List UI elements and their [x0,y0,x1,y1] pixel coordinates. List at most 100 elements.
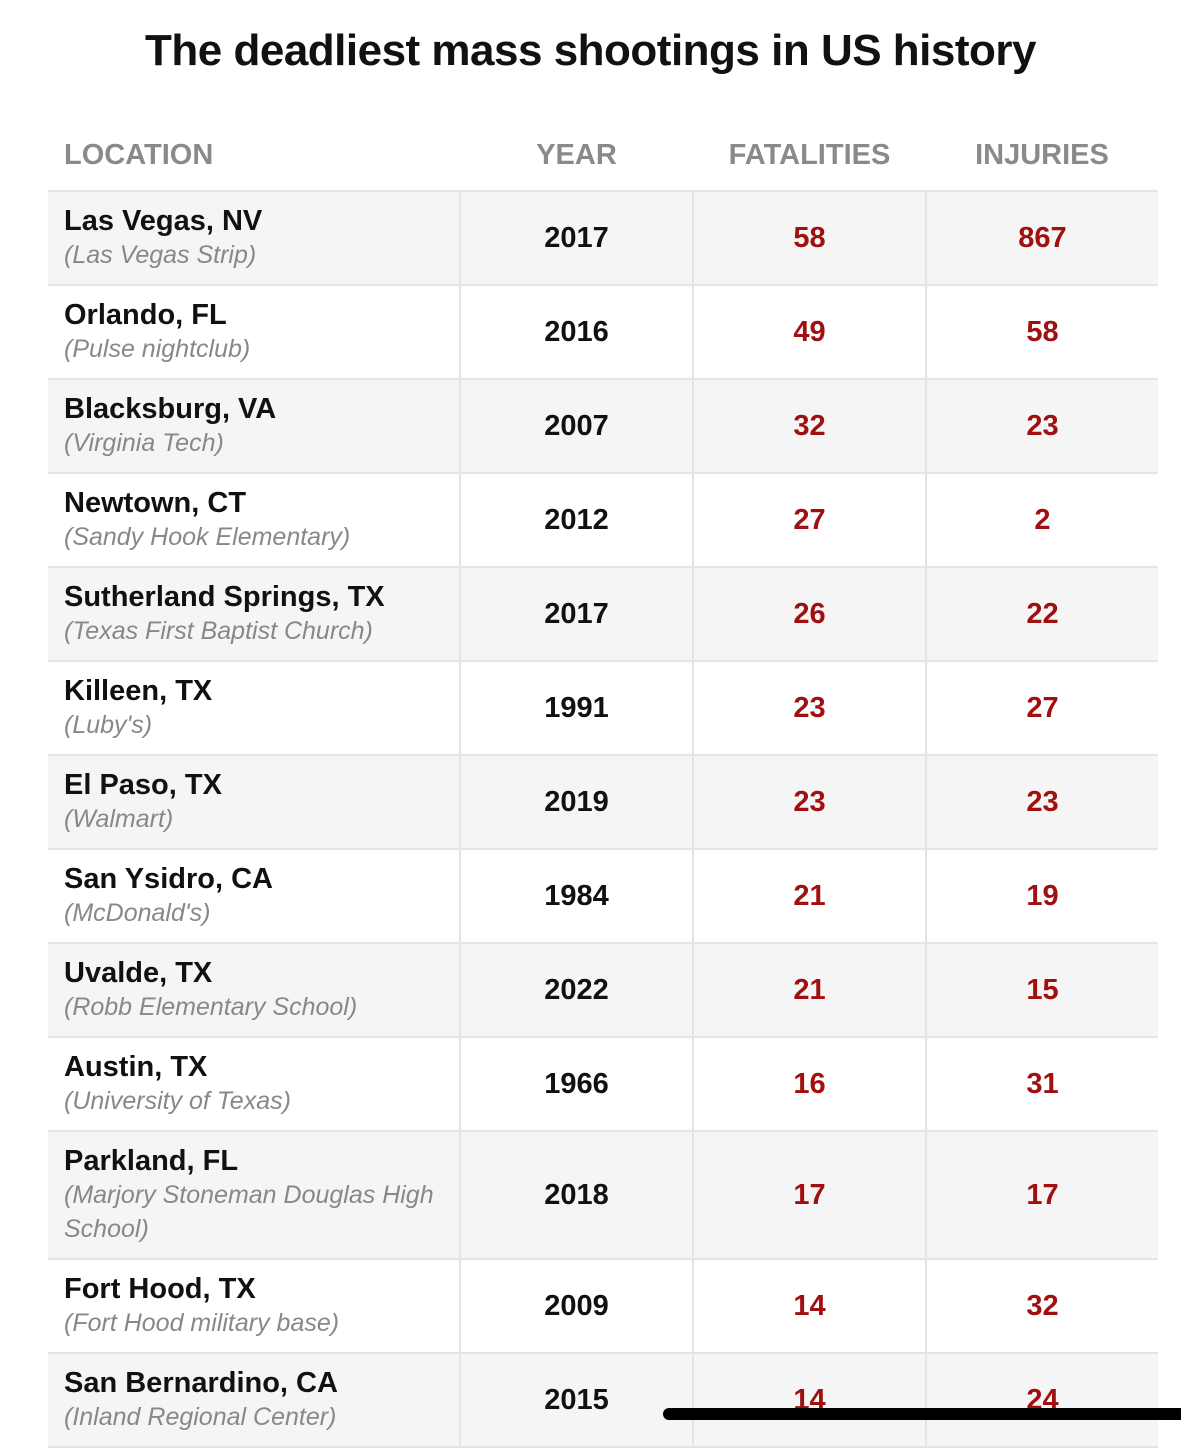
page-title: The deadliest mass shootings in US histo… [145,26,1036,75]
location-name: Orlando, FL [64,299,227,331]
table-row: Austin, TX (University of Texas) 1966 16 31 [48,1037,1158,1132]
location-cell: Austin, TX (University of Texas) [48,1037,460,1132]
table-row: El Paso, TX (Walmart) 2019 23 23 [48,755,1158,850]
location-place: (Sandy Hook Elementary) [64,523,351,551]
location-cell: Sutherland Springs, TX (Texas First Bapti… [48,567,460,662]
location-place: (Luby's) [64,711,153,739]
table-row: Fort Hood, TX (Fort Hood military base) 20… [48,1259,1158,1354]
location-name: Parkland, FL [64,1145,239,1177]
year-cell: 2015 [459,1353,693,1448]
injuries-cell: 24 [925,1353,1158,1448]
year-cell: 2019 [459,755,693,850]
fatalities-cell: 17 [692,1131,926,1260]
injuries-cell: 17 [925,1131,1158,1260]
year-cell: 2018 [459,1131,693,1260]
location-cell: Blacksburg, VA (Virginia Tech) [48,379,460,474]
location-place: (Las Vegas Strip) [64,241,257,269]
location-cell: Killeen, TX (Luby's) [48,661,460,756]
location-place: (Texas First Baptist Church) [64,617,373,645]
injuries-cell: 19 [925,849,1158,944]
location-cell: Parkland, FL (Marjory Stoneman Douglas Hi… [48,1131,460,1260]
location-name: Blacksburg, VA [64,393,277,425]
table-body: Las Vegas, NV (Las Vegas Strip) 2017 58 867 O… [48,191,1158,1448]
location-place: (Virginia Tech) [64,429,224,457]
location-name: San Bernardino, CA [64,1367,338,1399]
year-cell: 2007 [459,379,693,474]
location-cell: Newtown, CT (Sandy Hook Elementary) [48,473,460,568]
location-name: Uvalde, TX [64,957,213,989]
location-cell: San Ysidro, CA (McDonald's) [48,849,460,944]
fatalities-cell: 14 [692,1259,926,1354]
location-place: (Pulse nightclub) [64,335,251,363]
fatalities-cell: 21 [692,943,926,1038]
injuries-cell: 23 [925,379,1158,474]
table-row: Killeen, TX (Luby's) 1991 23 27 [48,661,1158,756]
table-row: Las Vegas, NV (Las Vegas Strip) 2017 58 867 [48,191,1158,286]
injuries-cell: 27 [925,661,1158,756]
location-name: Sutherland Springs, TX [64,581,385,613]
column-header-fatalities: FATALITIES [693,120,926,192]
year-cell: 1966 [459,1037,693,1132]
location-cell: Las Vegas, NV (Las Vegas Strip) [48,191,460,286]
fatalities-cell: 14 [692,1353,926,1448]
year-cell: 2017 [459,567,693,662]
location-place: (Inland Regional Center) [64,1403,337,1431]
injuries-cell: 23 [925,755,1158,850]
injuries-cell: 2 [925,473,1158,568]
location-name: Fort Hood, TX [64,1273,256,1305]
column-header-location: LOCATION [48,120,460,192]
fatalities-cell: 23 [692,755,926,850]
fatalities-cell: 27 [692,473,926,568]
shootings-table: LOCATION YEAR FATALITIES INJURIES Las Ve… [48,120,1158,1448]
location-name: Killeen, TX [64,675,213,707]
location-cell: Uvalde, TX (Robb Elementary School) [48,943,460,1038]
injuries-cell: 867 [925,191,1158,286]
location-cell: San Bernardino, CA (Inland Regional Cente… [48,1353,460,1448]
year-cell: 2009 [459,1259,693,1354]
year-cell: 1991 [459,661,693,756]
table-row: San Ysidro, CA (McDonald's) 1984 21 19 [48,849,1158,944]
location-name: Las Vegas, NV [64,205,263,237]
location-place: (Marjory Stoneman Douglas High School) [64,1181,434,1243]
location-place: (McDonald's) [64,899,211,927]
year-cell: 1984 [459,849,693,944]
year-cell: 2016 [459,285,693,380]
injuries-cell: 58 [925,285,1158,380]
location-name: Newtown, CT [64,487,247,519]
fatalities-cell: 16 [692,1037,926,1132]
location-place: (Robb Elementary School) [64,993,358,1021]
fatalities-cell: 58 [692,191,926,286]
location-name: El Paso, TX [64,769,222,801]
fatalities-cell: 26 [692,567,926,662]
fatalities-cell: 32 [692,379,926,474]
location-place: (Fort Hood military base) [64,1309,340,1337]
injuries-cell: 32 [925,1259,1158,1354]
location-cell: El Paso, TX (Walmart) [48,755,460,850]
injuries-cell: 31 [925,1037,1158,1132]
table-row: Blacksburg, VA (Virginia Tech) 2007 32 23 [48,379,1158,474]
fatalities-cell: 21 [692,849,926,944]
location-name: San Ysidro, CA [64,863,273,895]
fatalities-cell: 49 [692,285,926,380]
year-cell: 2012 [459,473,693,568]
home-indicator[interactable] [663,1408,1181,1420]
table-row: Sutherland Springs, TX (Texas First Bapti… [48,567,1158,662]
injuries-cell: 22 [925,567,1158,662]
year-cell: 2022 [459,943,693,1038]
year-cell: 2017 [459,191,693,286]
table-row: Orlando, FL (Pulse nightclub) 2016 49 58 [48,285,1158,380]
location-cell: Fort Hood, TX (Fort Hood military base) [48,1259,460,1354]
location-cell: Orlando, FL (Pulse nightclub) [48,285,460,380]
location-name: Austin, TX [64,1051,208,1083]
table-header-row: LOCATION YEAR FATALITIES INJURIES [48,120,1158,192]
table-row: Uvalde, TX (Robb Elementary School) 2022 21… [48,943,1158,1038]
column-header-year: YEAR [460,120,693,192]
fatalities-cell: 23 [692,661,926,756]
location-place: (Walmart) [64,805,174,833]
location-place: (University of Texas) [64,1087,291,1115]
injuries-cell: 15 [925,943,1158,1038]
column-header-injuries: INJURIES [926,120,1158,192]
table-row: Parkland, FL (Marjory Stoneman Douglas Hi… [48,1131,1158,1260]
table-row: San Bernardino, CA (Inland Regional Cente… [48,1353,1158,1448]
table-row: Newtown, CT (Sandy Hook Elementary) 2012 27… [48,473,1158,568]
